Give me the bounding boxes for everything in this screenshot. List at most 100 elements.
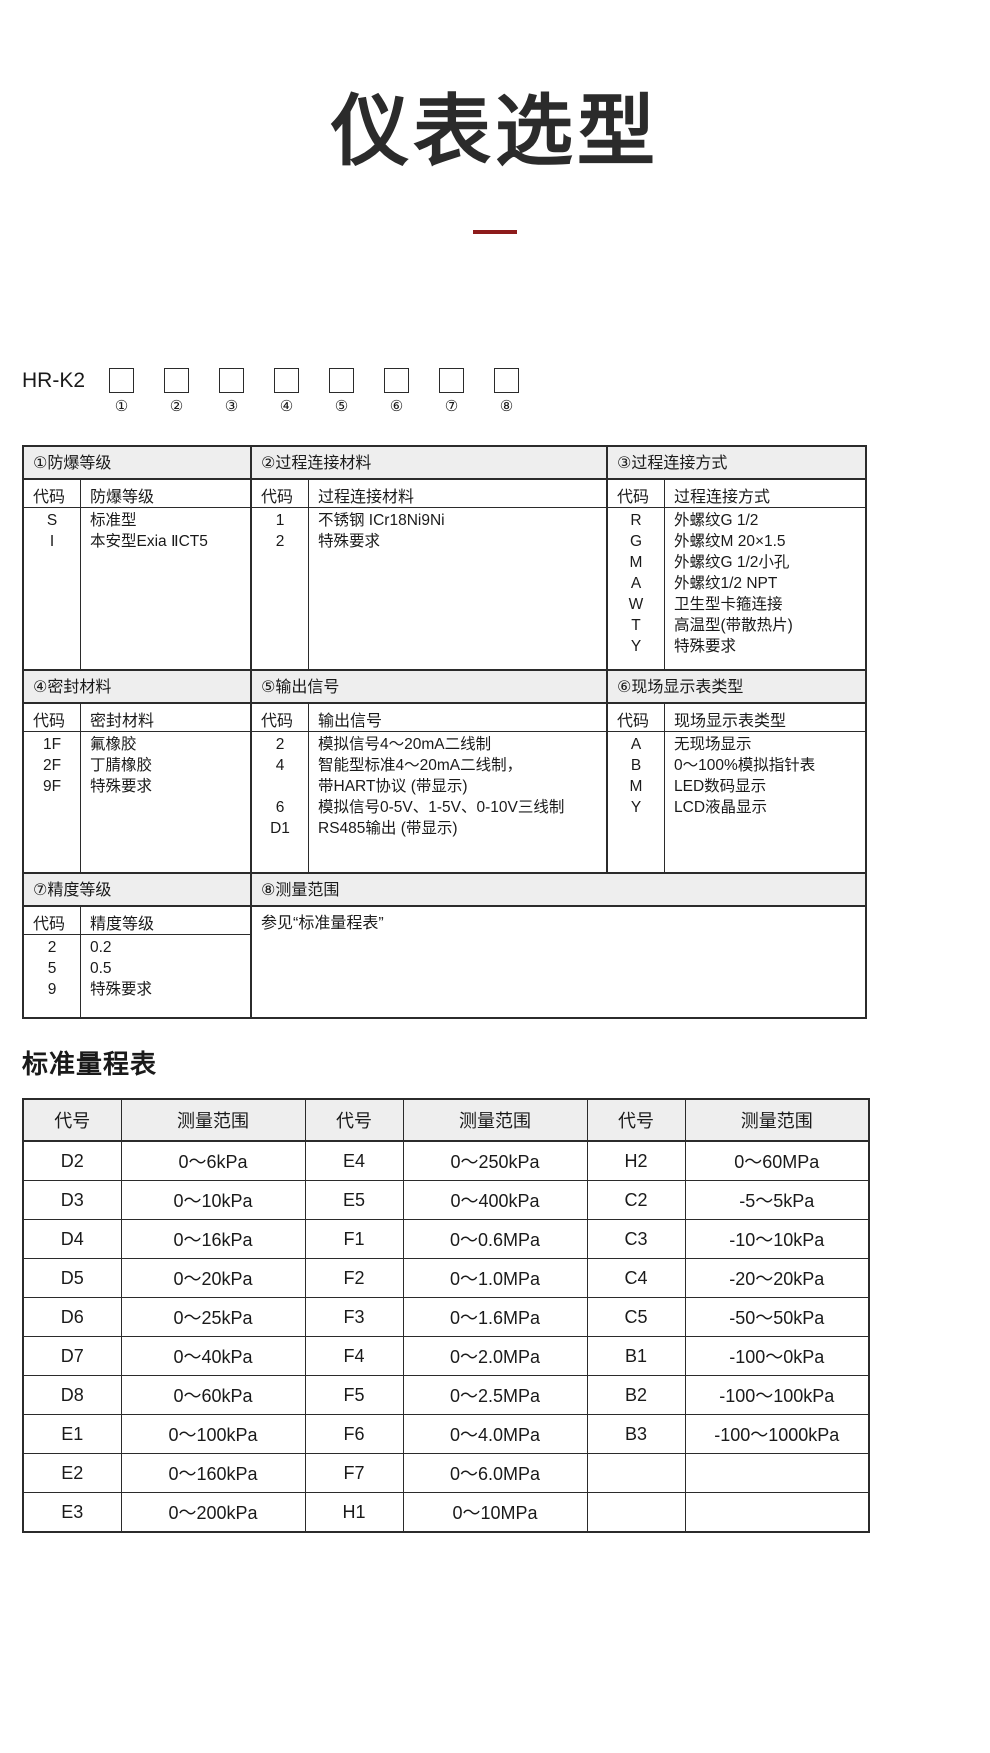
section-1-header-code: 代码 [24,480,81,507]
range-cell-empty [684,1492,870,1533]
section-4-title: ④密封材料 [24,671,250,704]
range-cell: 0～160kPa [120,1453,306,1493]
range-table-body: D2 0～6kPa E4 0～250kPa H2 0～60MPa D3 0～10kPa E5 0～… [22,1140,870,1533]
code-slot-5: ⑤ [314,368,369,414]
range-cell: -20～20kPa [684,1258,870,1298]
option-code: M [629,778,643,795]
code-slot-number-7: ⑦ [444,398,459,415]
range-table-row: D3 0～10kPa E5 0～400kPa C2 -5～5kPa [22,1180,870,1220]
code-input-box-3[interactable] [219,368,245,393]
section-2-header-code: 代码 [252,480,309,507]
range-cell: 0～16kPa [120,1219,306,1259]
range-cell: D2 [22,1140,122,1181]
section-4-header-desc: 密封材料 [90,713,155,730]
range-cell: D7 [22,1336,122,1376]
range-cell: D6 [22,1297,122,1337]
option-code: B [630,757,642,774]
title-accent-rule [473,230,517,234]
section-7-body: 2 5 9 0.2 0.5 特殊要求 [24,935,250,1017]
code-slot-6: ⑥ [369,368,424,414]
section-4-descs: 氟橡胶 丁腈橡胶 特殊要求 [81,732,250,872]
range-cell: 0～4.0MPa [402,1414,588,1454]
option-desc: 智能型标准4～20mA二线制， [318,757,523,774]
section-5-codes: 2 4 6 D1 [252,732,309,872]
section-3-descs: 外螺纹G 1/2 外螺纹M 20×1.5 外螺纹G 1/2小孔 外螺纹1/2 NPT 卫… [665,508,865,669]
range-table-heading: 标准量程表 [22,1049,158,1079]
range-cell: H2 [586,1140,686,1181]
option-code: 2 [47,939,57,956]
range-cell: B2 [586,1375,686,1415]
option-code: W [628,596,644,613]
code-slot-number-2: ② [169,398,184,415]
section-8-title: ⑧测量范围 [252,874,865,907]
option-desc: 模拟信号4～20mA二线制 [318,736,492,753]
section-1-header: 代码 防爆等级 [24,480,250,508]
option-code: T [631,617,641,634]
section-1-descs: 标准型 本安型Exia ⅡCT5 [81,508,250,669]
code-input-box-6[interactable] [384,368,410,393]
range-header-cell: 测量范围 [402,1098,588,1142]
section-6-header: 代码 现场显示表类型 [608,704,865,732]
matrix-section-4: ④密封材料 代码 密封材料 1F 2F 9F 氟橡胶 丁腈橡胶 特殊要求 [24,671,252,872]
section-2-descs: 不锈钢 ICr18Ni9Ni 特殊要求 [309,508,606,669]
range-table-header-row: 代号 测量范围 代号 测量范围 代号 测量范围 [22,1098,870,1142]
range-cell: -100～100kPa [684,1375,870,1415]
option-desc: RS485输出 (带显示) [318,820,458,837]
range-cell: 0～1.0MPa [402,1258,588,1298]
option-desc: 特殊要求 [674,638,737,655]
option-code: 1 [275,512,285,529]
range-cell: -100～1000kPa [684,1414,870,1454]
page-header: 仪表选型 [0,0,990,234]
option-desc: 高温型(带散热片) [674,617,793,634]
range-table-row: E2 0～160kPa F7 0～6.0MPa [22,1453,870,1493]
section-2-header: 代码 过程连接材料 [252,480,606,508]
code-input-box-1[interactable] [109,368,135,393]
section-4-header: 代码 密封材料 [24,704,250,732]
option-code-spacer [252,776,308,797]
range-cell: 0～2.5MPa [402,1375,588,1415]
section-7-header-code: 代码 [24,907,81,934]
option-desc: 特殊要求 [318,533,381,550]
section-2-header-desc: 过程连接材料 [318,489,415,506]
matrix-band-3: ⑦精度等级 代码 精度等级 2 5 9 0.2 0.5 特殊要求 ⑧测量范围 参见“标准… [24,874,865,1017]
range-cell: C4 [586,1258,686,1298]
option-desc: 不锈钢 ICr18Ni9Ni [318,512,445,529]
range-cell: E1 [22,1414,122,1454]
range-cell: F4 [304,1336,404,1376]
code-slot-8: ⑧ [479,368,534,414]
section-3-header-desc: 过程连接方式 [674,489,771,506]
section-3-title: ③过程连接方式 [608,447,865,480]
code-slot-1: ① [94,368,149,414]
section-8-note: 参见“标准量程表” [261,915,384,932]
range-cell: 0～10MPa [402,1492,588,1533]
code-input-box-7[interactable] [439,368,465,393]
model-prefix: HR-K2 [22,369,86,392]
range-cell: F3 [304,1297,404,1337]
section-4-header-code: 代码 [24,704,81,731]
code-input-box-2[interactable] [164,368,190,393]
option-code: 2 [275,533,285,550]
range-table-row: D6 0～25kPa F3 0～1.6MPa C5 -50～50kPa [22,1297,870,1337]
option-desc: 特殊要求 [90,981,153,998]
range-cell: H1 [304,1492,404,1533]
section-5-header-desc: 输出信号 [318,713,383,730]
option-desc-continued: 带HART协议 (带显示) [318,778,468,795]
range-cell: F5 [304,1375,404,1415]
section-7-codes: 2 5 9 [24,935,81,1017]
code-slot-number-8: ⑧ [499,398,514,415]
option-desc: 外螺纹M 20×1.5 [674,533,786,550]
option-desc: 特殊要求 [90,778,153,795]
option-code: D1 [270,820,290,837]
option-code: 2F [42,757,62,774]
range-cell: 0～25kPa [120,1297,306,1337]
code-input-box-8[interactable] [494,368,520,393]
code-input-box-5[interactable] [329,368,355,393]
range-cell: 0～250kPa [402,1140,588,1181]
range-cell: 0～60kPa [120,1375,306,1415]
range-header-cell: 代号 [586,1098,686,1142]
code-input-box-4[interactable] [274,368,300,393]
